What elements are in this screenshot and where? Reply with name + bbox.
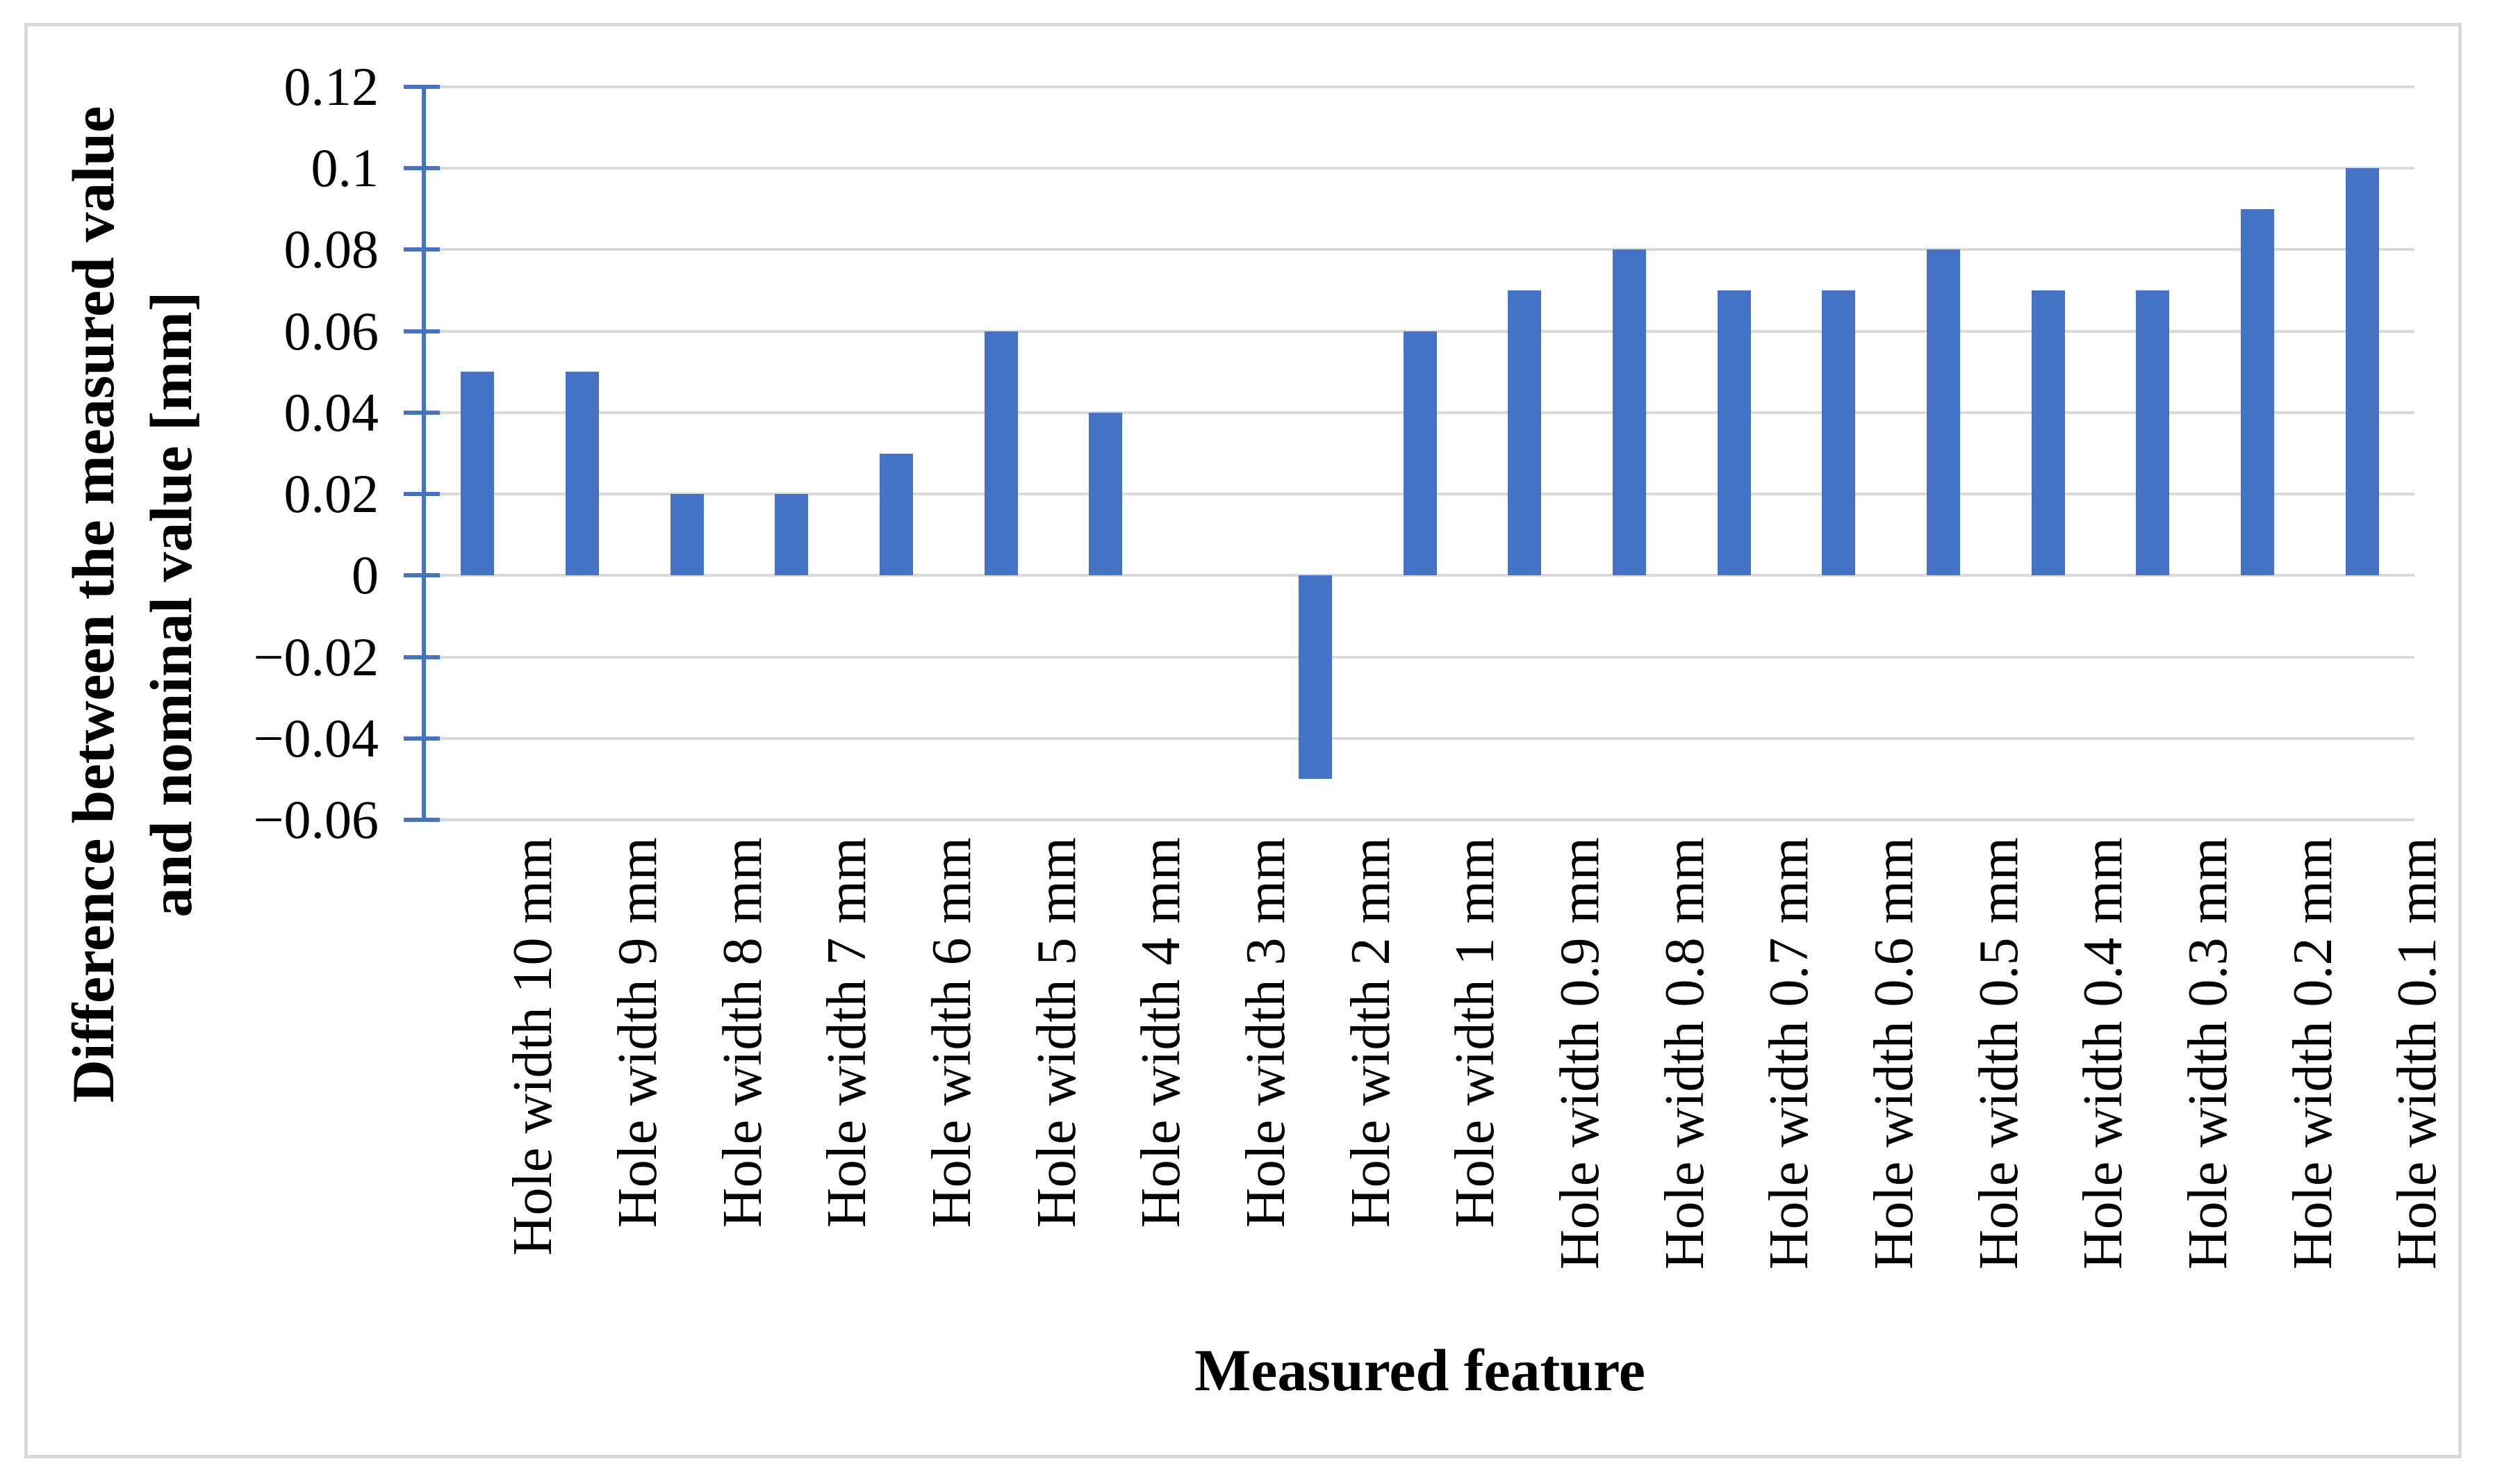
bar bbox=[1822, 290, 1856, 576]
bar bbox=[1717, 290, 1751, 576]
y-tick-label: 0 bbox=[352, 545, 379, 606]
y-tick-label: −0.02 bbox=[253, 626, 379, 687]
category-label: Hole width 5 mm bbox=[1026, 837, 1087, 1228]
y-axis-tick-mark bbox=[404, 818, 440, 822]
figure-border bbox=[24, 23, 2462, 1458]
y-axis-tick-mark bbox=[404, 329, 440, 333]
category-label: Hole width 7 mm bbox=[816, 837, 878, 1228]
bar bbox=[1403, 331, 1437, 576]
bar bbox=[566, 372, 600, 576]
category-label: Hole width 4 mm bbox=[1130, 837, 1192, 1228]
y-axis-tick-mark bbox=[404, 654, 440, 659]
bar bbox=[2031, 290, 2065, 576]
y-axis-tick-mark bbox=[404, 85, 440, 89]
category-label: Hole width 2 mm bbox=[1340, 837, 1401, 1228]
category-label: Hole width 0.3 mm bbox=[2178, 837, 2239, 1270]
bar bbox=[461, 372, 495, 576]
y-tick-label: 0.02 bbox=[283, 463, 379, 525]
y-tick-label: 0.08 bbox=[283, 219, 379, 280]
bar bbox=[2136, 290, 2170, 576]
gridline bbox=[425, 574, 2414, 577]
gridline bbox=[425, 818, 2414, 821]
category-label: Hole width 0.1 mm bbox=[2387, 837, 2449, 1270]
category-label: Hole width 0.5 mm bbox=[1968, 837, 2030, 1270]
category-label: Hole width 0.4 mm bbox=[2073, 837, 2134, 1270]
bar bbox=[670, 494, 704, 576]
y-axis-tick-mark bbox=[404, 573, 440, 578]
category-label: Hole width 10 mm bbox=[502, 837, 564, 1256]
category-label: Hole width 3 mm bbox=[1235, 837, 1297, 1228]
gridline bbox=[425, 248, 2414, 252]
x-axis-title: Measured feature bbox=[1194, 1337, 1645, 1403]
gridline bbox=[425, 736, 2414, 740]
y-tick-label: −0.04 bbox=[253, 707, 379, 768]
y-axis-tick-mark bbox=[404, 247, 440, 252]
bar bbox=[880, 453, 914, 576]
bar bbox=[1612, 249, 1646, 576]
gridline bbox=[425, 85, 2414, 88]
category-label: Hole width 1 mm bbox=[1445, 837, 1506, 1228]
category-label: Hole width 6 mm bbox=[921, 837, 983, 1228]
gridline bbox=[425, 655, 2414, 659]
y-tick-label: 0.12 bbox=[283, 56, 379, 117]
category-label: Hole width 0.2 mm bbox=[2282, 837, 2344, 1270]
y-axis-tick-mark bbox=[404, 492, 440, 497]
y-axis-tick-mark bbox=[404, 736, 440, 741]
category-label: Hole width 0.8 mm bbox=[1654, 837, 1716, 1270]
y-axis-tick-mark bbox=[404, 410, 440, 415]
y-tick-label: 0.04 bbox=[283, 381, 379, 443]
y-tick-label: 0.06 bbox=[283, 300, 379, 361]
bar bbox=[984, 331, 1018, 576]
bar bbox=[1926, 249, 1960, 576]
bar bbox=[2240, 208, 2274, 576]
gridline bbox=[425, 167, 2414, 170]
bar bbox=[1508, 290, 1542, 576]
y-tick-label: −0.06 bbox=[253, 789, 379, 850]
bar bbox=[775, 494, 809, 576]
plot-area bbox=[425, 85, 2414, 821]
bar bbox=[1089, 412, 1123, 576]
bar bbox=[2345, 168, 2379, 576]
category-label: Hole width 0.7 mm bbox=[1759, 837, 1820, 1270]
y-tick-label: 0.1 bbox=[311, 138, 379, 199]
y-axis-line bbox=[422, 87, 426, 822]
category-label: Hole width 8 mm bbox=[711, 837, 773, 1228]
y-axis-tick-mark bbox=[404, 166, 440, 171]
bar bbox=[1298, 575, 1332, 780]
category-label: Hole width 9 mm bbox=[607, 837, 669, 1228]
category-label: Hole width 0.6 mm bbox=[1863, 837, 1925, 1270]
category-label: Hole width 0.9 mm bbox=[1549, 837, 1611, 1270]
